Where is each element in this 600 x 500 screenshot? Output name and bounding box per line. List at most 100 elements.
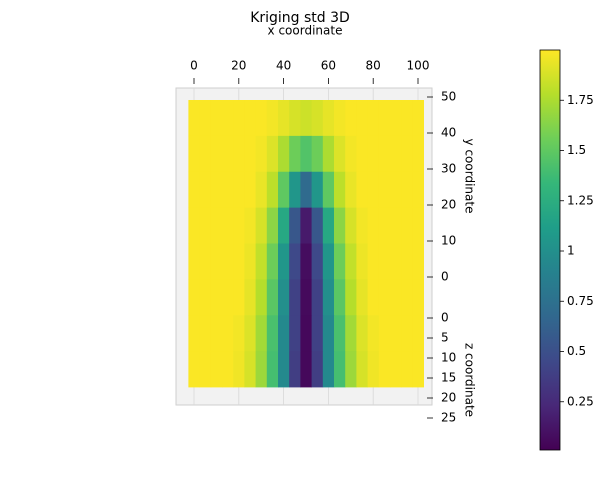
cell	[233, 315, 245, 352]
cell	[390, 243, 402, 280]
cell	[278, 279, 290, 316]
y-tick-label: 10	[441, 234, 456, 248]
y-tick-label: 30	[441, 162, 456, 176]
cell	[255, 135, 268, 173]
x-tick-label: 100	[407, 59, 430, 73]
cell	[378, 207, 391, 244]
cell	[255, 243, 268, 280]
cell	[233, 351, 245, 388]
cell	[222, 171, 234, 209]
cell	[311, 351, 324, 388]
cell	[345, 135, 357, 173]
cell	[255, 171, 268, 209]
cell	[300, 100, 312, 137]
cell	[401, 351, 413, 388]
cell	[356, 171, 368, 209]
cell	[300, 135, 312, 173]
cell	[233, 243, 245, 280]
cell	[412, 171, 424, 209]
cell	[255, 100, 268, 137]
cell	[356, 135, 368, 173]
cell	[300, 351, 312, 388]
cell	[289, 207, 301, 244]
cell	[345, 207, 357, 244]
cell	[378, 351, 391, 388]
y-tick-label: 40	[441, 126, 456, 140]
cell	[322, 135, 335, 173]
colorbar-tick-label: 1.25	[567, 193, 594, 207]
cell	[367, 207, 380, 244]
colorbar-tick-label: 0.5	[567, 344, 586, 358]
cell	[356, 351, 368, 388]
cell	[199, 315, 212, 352]
cell	[300, 315, 312, 352]
cell	[311, 207, 324, 244]
cell	[188, 279, 200, 316]
cell	[390, 100, 402, 137]
cell	[210, 135, 223, 173]
cell	[278, 100, 290, 137]
cell	[322, 351, 335, 388]
cell	[289, 100, 301, 137]
cell	[210, 100, 223, 137]
cell	[199, 171, 212, 209]
cell	[311, 279, 324, 316]
cell	[255, 351, 268, 388]
cell	[244, 279, 256, 316]
cell	[390, 207, 402, 244]
cell	[199, 351, 212, 388]
cell	[255, 279, 268, 316]
cell	[199, 135, 212, 173]
cell	[289, 351, 301, 388]
cell	[311, 315, 324, 352]
cell	[233, 279, 245, 316]
cell	[367, 243, 380, 280]
cell	[188, 135, 200, 173]
cell	[255, 315, 268, 352]
cell	[345, 315, 357, 352]
cell	[289, 315, 301, 352]
cell	[322, 243, 335, 280]
cell	[222, 243, 234, 280]
cell	[233, 207, 245, 244]
cell	[367, 279, 380, 316]
cell	[322, 207, 335, 244]
x-tick-label: 20	[231, 59, 246, 73]
cell	[412, 100, 424, 137]
cell	[244, 100, 256, 137]
colorbar-tick-label: 1	[567, 244, 575, 258]
cell	[378, 171, 391, 209]
cell	[244, 171, 256, 209]
cell	[356, 243, 368, 280]
cell	[412, 279, 424, 316]
cell	[188, 315, 200, 352]
cell	[266, 135, 279, 173]
cell	[210, 171, 223, 209]
cell	[345, 171, 357, 209]
cell	[390, 279, 402, 316]
cell	[244, 351, 256, 388]
cell	[356, 207, 368, 244]
cell	[266, 315, 279, 352]
cell	[266, 171, 279, 209]
cell	[367, 315, 380, 352]
z-tick-label: 20	[441, 391, 456, 405]
cell	[345, 243, 357, 280]
colorbar	[539, 49, 561, 451]
cell	[390, 135, 402, 173]
cell	[222, 100, 234, 137]
cell	[199, 279, 212, 316]
cell	[266, 100, 279, 137]
cell	[334, 100, 346, 137]
cell	[300, 171, 312, 209]
colorbar-tick-label: 1.5	[567, 143, 586, 157]
cell	[278, 351, 290, 388]
cell	[300, 279, 312, 316]
cell	[222, 135, 234, 173]
y-tick-label: 20	[441, 198, 456, 212]
cell	[244, 315, 256, 352]
cell	[412, 351, 424, 388]
cell	[412, 207, 424, 244]
cell	[311, 243, 324, 280]
cell	[199, 100, 212, 137]
